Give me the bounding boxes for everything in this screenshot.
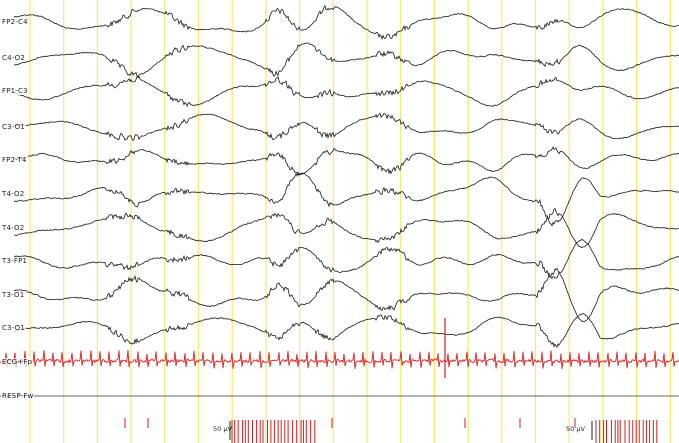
eeg-channel-trace	[13, 267, 679, 323]
eeg-channel-trace	[13, 4, 679, 41]
channel-label[interactable]: FP2-T4	[1, 156, 28, 164]
channel-label[interactable]: C4-O2	[1, 54, 27, 62]
channel-label[interactable]: T3-FP1	[1, 257, 29, 265]
eeg-channel-trace	[13, 75, 679, 107]
channel-label[interactable]: FP2-C4	[1, 18, 29, 26]
channel-label[interactable]: T4-O2	[1, 224, 26, 232]
channel-label[interactable]: T3-O1	[1, 291, 26, 299]
channel-label[interactable]: C3-O1	[1, 324, 27, 332]
eeg-channel-trace	[13, 238, 679, 280]
eeg-traces	[13, 4, 679, 349]
ecg-waveform	[0, 350, 679, 370]
channel-label[interactable]: FP1-C3	[1, 87, 29, 95]
resp-channel-label[interactable]: RESP-Fw	[1, 392, 35, 400]
ecg-channel-label[interactable]: ECG+Fp	[1, 358, 34, 366]
time-grid	[29, 0, 671, 443]
eeg-channel-trace	[13, 171, 679, 227]
amplitude-scale-label: 50 µV	[213, 425, 232, 433]
eeg-channel-trace	[13, 208, 679, 249]
event-markers	[124, 418, 658, 443]
channel-label[interactable]: C3-O1	[1, 123, 27, 131]
eeg-channel-trace	[13, 112, 679, 142]
eeg-channel-trace	[14, 313, 679, 349]
amplitude-scale-label: 50 µV	[566, 425, 585, 433]
eeg-channel-trace	[13, 42, 679, 79]
eeg-channel-trace	[13, 146, 679, 176]
channel-label[interactable]: T4-O2	[1, 190, 26, 198]
ecg-trace	[0, 318, 679, 378]
